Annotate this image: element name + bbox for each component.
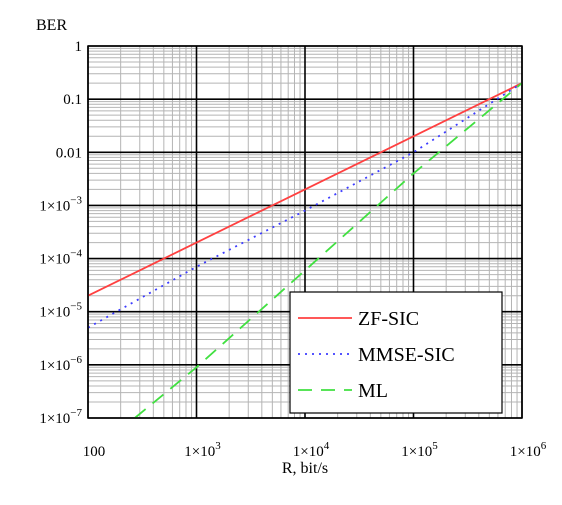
x-tick-label: 1×106 (510, 440, 547, 460)
x-tick-label: 100 (83, 444, 106, 460)
plot-frame (87, 45, 523, 419)
legend-label: ZF-SIC (358, 308, 419, 330)
y-axis-ticks: 1 0.1 0.01 1×10−3 1×10−4 1×10−5 1×10−6 1×10−7 (39, 39, 82, 427)
legend-label: ML (358, 380, 388, 402)
x-tick-label: 1×105 (401, 440, 438, 460)
x-axis-label: R, bit/s (282, 460, 328, 477)
series-line-mmse-sic (87, 82, 523, 329)
y-tick-label: 1 (75, 39, 83, 55)
legend: ZF-SIC MMSE-SIC ML (289, 291, 503, 414)
legend-box (289, 291, 503, 414)
y-tick-label: 0.1 (63, 92, 82, 108)
y-tick-label: 1×10−4 (39, 248, 82, 268)
y-axis-label: BER (36, 17, 67, 34)
y-tick-label: 1×10−6 (39, 354, 82, 374)
y-tick-label: 1×10−7 (39, 407, 82, 427)
x-tick-label: 1×103 (184, 440, 221, 460)
y-tick-label: 0.01 (56, 145, 82, 161)
y-tick-label: 1×10−5 (39, 301, 82, 321)
x-axis-ticks: 100 1×103 1×104 1×105 1×106 (83, 440, 547, 460)
y-tick-label: 1×10−3 (39, 194, 82, 214)
x-tick-label: 1×104 (293, 440, 330, 460)
series-line-zf-sic (87, 82, 523, 297)
series-line-ml (134, 82, 523, 419)
series-layer (87, 82, 523, 419)
legend-label: MMSE-SIC (358, 344, 455, 366)
